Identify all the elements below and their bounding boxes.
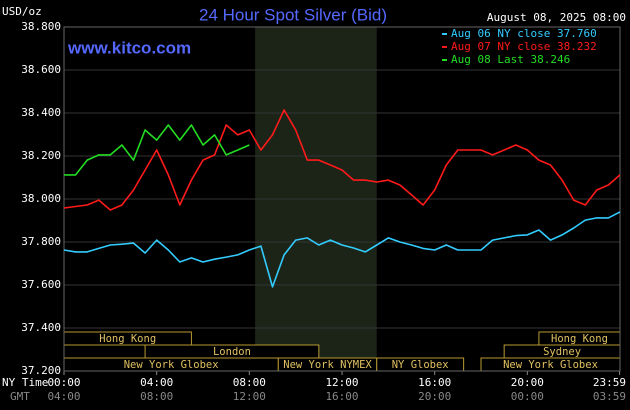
x-label: NY Time: [2, 376, 48, 389]
x-tick-label: 16:00: [418, 376, 451, 389]
x-tick-label: 08:00: [233, 376, 266, 389]
series-line: [63, 211, 621, 288]
x-tick-label: 04:00: [140, 376, 173, 389]
session-label: New York Globex: [503, 359, 598, 371]
series-line: [63, 109, 621, 211]
y-tick-label: 37.800: [21, 235, 61, 248]
session-label: London: [213, 346, 251, 358]
y-tick-label: 37.200: [21, 364, 61, 377]
y-tick-label: 38.200: [21, 149, 61, 162]
x2-label: GMT: [10, 390, 30, 403]
session-label: Hong Kong: [551, 333, 608, 345]
y-tick-label: 37.400: [21, 321, 61, 334]
x2-tick-label: 20:00: [418, 390, 451, 403]
timestamp: August 08, 2025 08:00: [487, 11, 626, 24]
x-tick-label: 23:59: [593, 376, 626, 389]
x2-tick-label: 03:59: [593, 390, 626, 403]
y-tick-label: 38.400: [21, 106, 61, 119]
y-tick-label: 38.800: [21, 20, 61, 33]
session-label: Sydney: [543, 346, 581, 358]
series-line: [64, 124, 250, 176]
x-tick-label: 00:00: [47, 376, 80, 389]
x-tick-label: 12:00: [325, 376, 358, 389]
x2-tick-label: 00:00: [511, 390, 544, 403]
legend-entry: Aug 07 NY close 38.232: [451, 40, 597, 53]
y-tick-label: 37.600: [21, 278, 61, 291]
plot-frame: [63, 26, 621, 372]
legend-entry: Aug 08 Last 38.246: [451, 53, 570, 66]
legend-entry: Aug 06 NY close 37.760: [451, 27, 597, 40]
session-label: New York NYMEX: [283, 359, 372, 371]
session-label: Hong Kong: [99, 333, 156, 345]
x2-tick-label: 08:00: [140, 390, 173, 403]
y-label: USD/oz: [2, 5, 42, 18]
y-tick-label: 38.600: [21, 63, 61, 76]
session-label: NY Globex: [392, 359, 449, 371]
x2-tick-label: 12:00: [233, 390, 266, 403]
watermark: www.kitco.com: [67, 38, 191, 57]
chart-title: 24 Hour Spot Silver (Bid): [199, 5, 387, 24]
x-tick-label: 20:00: [511, 376, 544, 389]
x2-tick-label: 04:00: [47, 390, 80, 403]
session-label: New York Globex: [124, 359, 219, 371]
y-tick-label: 38.000: [21, 192, 61, 205]
x2-tick-label: 16:00: [325, 390, 358, 403]
